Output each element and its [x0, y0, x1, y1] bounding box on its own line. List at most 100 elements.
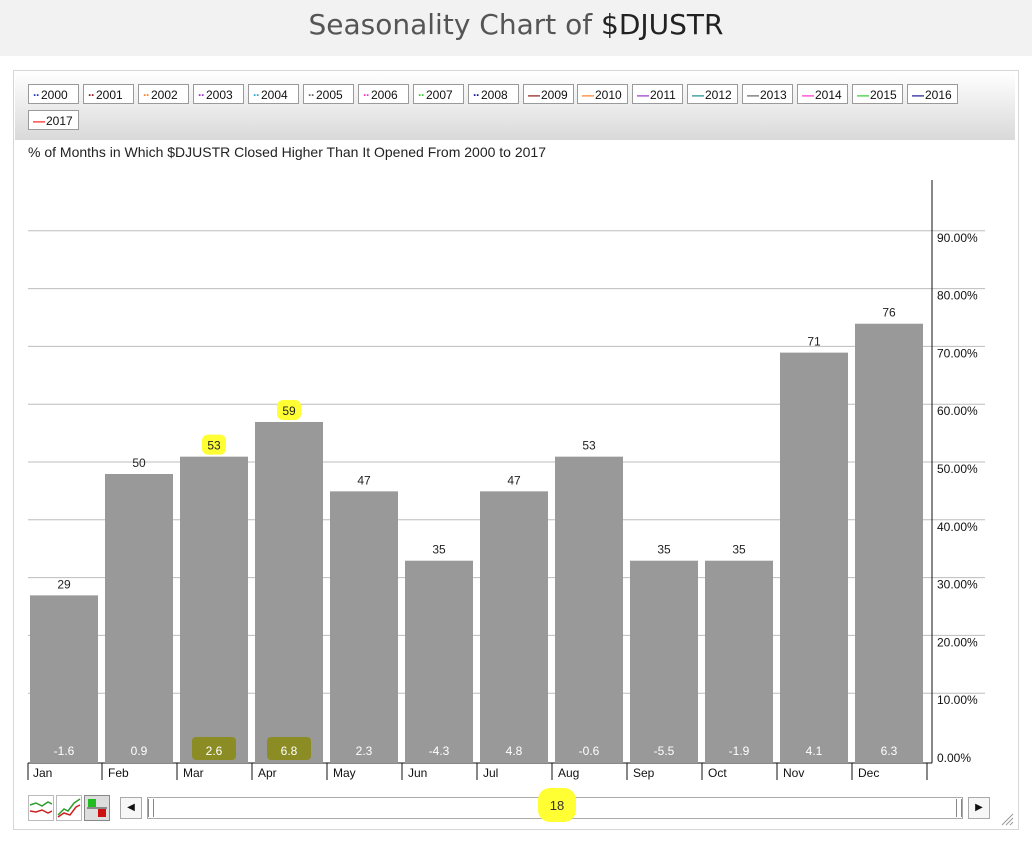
legend-label: 2015: [870, 88, 897, 102]
y-tick-label: 30.00%: [937, 578, 978, 592]
bar-dec: [855, 323, 923, 763]
line-chart-icon[interactable]: [28, 795, 54, 821]
legend-swatch: —: [582, 88, 594, 102]
x-tick-label: Dec: [858, 766, 879, 780]
value-label: 71: [807, 335, 821, 349]
bar-nov: [780, 352, 848, 763]
avg-return-label: -1.6: [54, 744, 75, 758]
legend-item-2014[interactable]: —2014: [797, 84, 848, 104]
legend-area: [15, 72, 1015, 140]
legend-label: 2008: [481, 88, 508, 102]
range-left-handle[interactable]: [148, 799, 154, 817]
range-highlight: [538, 788, 576, 822]
legend-label: 2010: [595, 88, 622, 102]
bar-feb: [105, 474, 173, 763]
legend-item-2005[interactable]: ·· 2005: [303, 84, 354, 104]
x-tick-label: Oct: [708, 766, 727, 780]
y-tick-label: 80.00%: [937, 289, 978, 303]
avg-return-label: -0.6: [579, 744, 600, 758]
legend-label: 2002: [151, 88, 178, 102]
legend-item-2016[interactable]: —2016: [907, 84, 958, 104]
bar-chart-icon[interactable]: [84, 795, 110, 821]
value-label: 76: [882, 306, 896, 320]
legend-label: 2012: [705, 88, 732, 102]
value-label-highlight: [202, 434, 226, 455]
legend-label: 2017: [46, 114, 73, 128]
legend-swatch: —: [637, 88, 649, 102]
legend-label: 2013: [760, 88, 787, 102]
legend-item-2002[interactable]: ·· 2002: [138, 84, 189, 104]
x-tick-label: Aug: [558, 766, 579, 780]
y-tick-label: 40.00%: [937, 520, 978, 534]
bar-jul: [480, 491, 548, 763]
value-label: 35: [432, 543, 446, 557]
resize-grip-icon[interactable]: [1000, 812, 1014, 826]
legend-item-2013[interactable]: —2013: [742, 84, 793, 104]
bar-jun: [405, 560, 473, 763]
legend-swatch: ··: [198, 88, 205, 102]
legend-item-2008[interactable]: ·· 2008: [468, 84, 519, 104]
legend-swatch: ··: [363, 88, 370, 102]
legend-label: 2006: [371, 88, 398, 102]
bar-jan: [30, 595, 98, 763]
legend-item-2000[interactable]: ·· 2000: [28, 84, 79, 104]
legend-item-2010[interactable]: —2010: [577, 84, 628, 104]
legend-swatch: —: [33, 114, 45, 128]
y-tick-label: 10.00%: [937, 693, 978, 707]
scroll-right-button[interactable]: ▶: [968, 797, 990, 819]
x-tick-label: Mar: [183, 766, 204, 780]
legend-item-2007[interactable]: ·· 2007: [413, 84, 464, 104]
legend-label: 2007: [426, 88, 453, 102]
legend-swatch: ··: [88, 88, 95, 102]
avg-return-label: 4.1: [806, 744, 823, 758]
range-right-handle[interactable]: [956, 799, 962, 817]
legend-swatch: —: [528, 88, 540, 102]
value-label: 35: [657, 543, 671, 557]
return-label-highlight: [192, 737, 236, 760]
legend-swatch: —: [802, 88, 814, 102]
performance-chart-icon[interactable]: [56, 795, 82, 821]
scroll-left-button[interactable]: ◀: [120, 797, 142, 819]
legend-swatch: ··: [473, 88, 480, 102]
x-tick-label: Feb: [108, 766, 129, 780]
avg-return-label: -1.9: [729, 744, 750, 758]
legend-swatch: ··: [143, 88, 150, 102]
value-label: 59: [282, 404, 296, 418]
value-label-highlight: [277, 399, 301, 420]
legend-item-2006[interactable]: ·· 2006: [358, 84, 409, 104]
legend-swatch: —: [857, 88, 869, 102]
legend-item-2009[interactable]: —2009: [523, 84, 574, 104]
bar-aug: [555, 456, 623, 763]
legend-swatch: ··: [33, 88, 40, 102]
legend-swatch: ··: [308, 88, 315, 102]
avg-return-label: -5.5: [654, 744, 675, 758]
legend-label: 2005: [316, 88, 343, 102]
legend-item-2003[interactable]: ·· 2003: [193, 84, 244, 104]
x-tick-label: Jan: [33, 766, 52, 780]
legend-label: 2001: [96, 88, 123, 102]
legend-item-2011[interactable]: —2011: [632, 84, 683, 104]
legend-item-2012[interactable]: —2012: [687, 84, 738, 104]
legend-item-2017[interactable]: —2017: [28, 110, 79, 130]
legend-item-2004[interactable]: ·· 2004: [248, 84, 299, 104]
x-tick-label: Jun: [408, 766, 427, 780]
year-range-count: 18: [549, 798, 565, 813]
legend-swatch: —: [692, 88, 704, 102]
bar-oct: [705, 560, 773, 763]
legend-item-2015[interactable]: —2015: [852, 84, 903, 104]
avg-return-label: 6.3: [881, 744, 898, 758]
bar-mar: [180, 456, 248, 763]
avg-return-label: -4.3: [429, 744, 450, 758]
value-label: 47: [507, 473, 521, 487]
legend-item-2001[interactable]: ·· 2001: [83, 84, 134, 104]
y-tick-label: 50.00%: [937, 462, 978, 476]
value-label: 35: [732, 543, 746, 557]
x-tick-label: May: [333, 766, 356, 780]
page-title-ticker: $DJUSTR: [601, 8, 724, 41]
legend-label: 2004: [261, 88, 288, 102]
value-label: 29: [57, 577, 71, 591]
bar-apr: [255, 421, 323, 763]
page-title-prefix: Seasonality Chart of: [308, 8, 602, 41]
y-tick-label: 90.00%: [937, 231, 978, 245]
